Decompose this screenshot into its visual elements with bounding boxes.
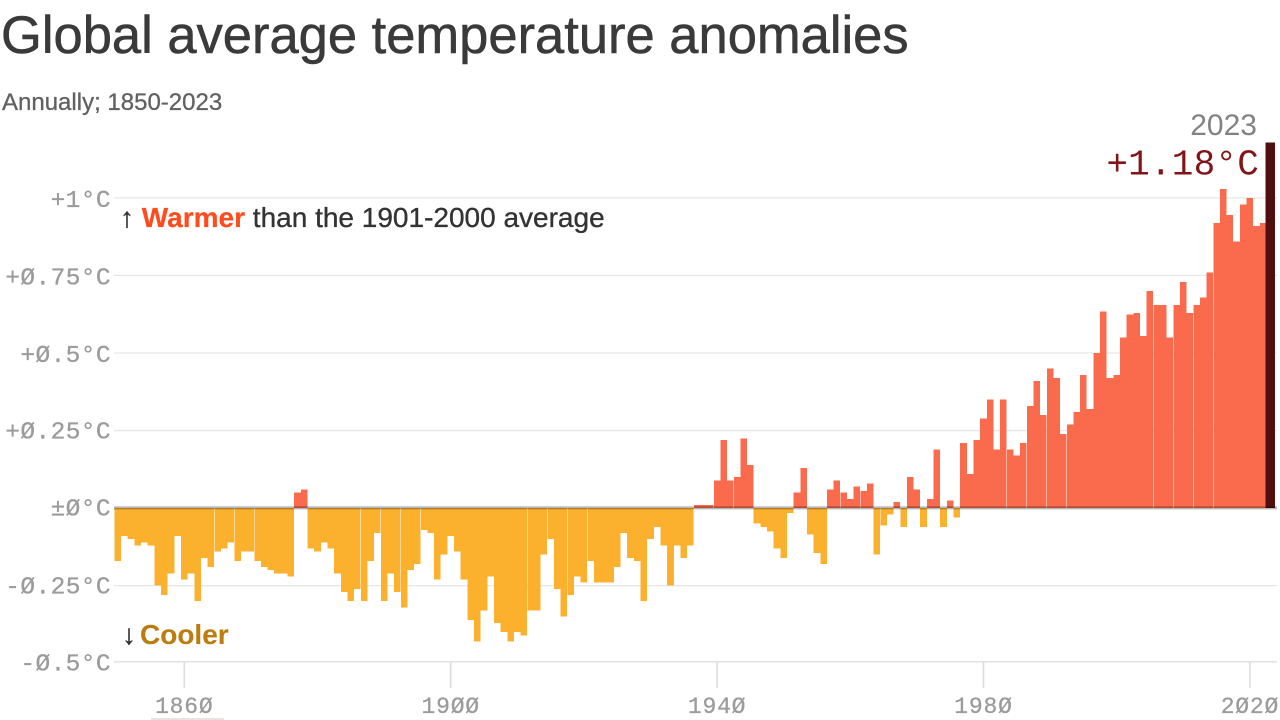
svg-text:2Ø2Ø: 2Ø2Ø [1221, 694, 1279, 720]
svg-text:+1°C: +1°C [51, 188, 111, 215]
svg-text:-Ø.25°C: -Ø.25°C [5, 575, 111, 602]
svg-text:186Ø: 186Ø [155, 694, 213, 720]
svg-text:+Ø.25°C: +Ø.25°C [5, 420, 111, 447]
svg-text:194Ø: 194Ø [688, 694, 746, 720]
svg-text:↑ Warmer than the 1901-2000 av: ↑ Warmer than the 1901-2000 average [120, 202, 605, 233]
svg-text:+Ø.5°C: +Ø.5°C [20, 343, 111, 370]
svg-text:Global average temperature ano: Global average temperature anomalies [1, 6, 909, 65]
svg-text:↓Cooler: ↓ Cooler [122, 619, 229, 650]
svg-text:2023: 2023 [1190, 109, 1257, 142]
svg-text:19ØØ: 19ØØ [421, 694, 479, 720]
svg-text:+Ø.75°C: +Ø.75°C [5, 266, 111, 293]
svg-text:Annually; 1850-2023: Annually; 1850-2023 [2, 89, 222, 116]
svg-text:-Ø.5°C: -Ø.5°C [20, 652, 111, 679]
svg-text:±Ø°C: ±Ø°C [51, 497, 111, 524]
svg-text:198Ø: 198Ø [954, 694, 1012, 720]
svg-text:+1.18°C: +1.18°C [1106, 145, 1259, 186]
